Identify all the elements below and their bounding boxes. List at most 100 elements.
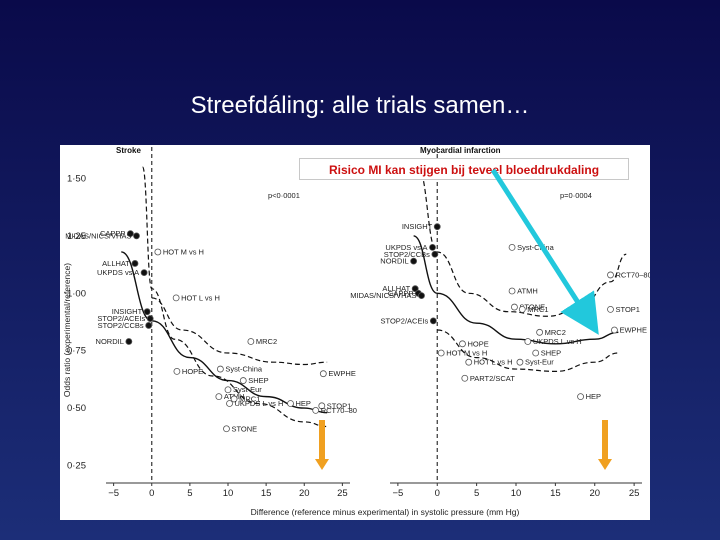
point-label: SHEP [541,349,561,358]
data-point [418,292,425,299]
point-label: MRC1 [527,305,548,314]
point-label: EWPHE [619,326,647,335]
y-tick-label: 0·25 [67,461,86,472]
point-label: UKPDS vs A [97,268,139,277]
y-axis-label: Odds ratio (experimental/reference) [62,263,72,397]
data-point [224,386,232,394]
point-label: MRC2 [545,328,566,337]
point-label: HOT L vs H [181,293,220,302]
data-point [223,425,230,433]
slide-title: Streefdáling: alle trials samen… [190,92,530,119]
point-label: Syst-China [517,243,555,252]
y-tick-label: 0·75 [67,346,86,357]
x-tick-label: −5 [108,488,119,499]
point-label: MRC1 [239,394,260,403]
data-point [437,349,445,357]
point-label: UKPDS vs A [385,243,427,252]
y-tick-label: 0·50 [67,403,86,414]
data-point [312,407,320,414]
data-point [536,328,544,336]
data-point [173,367,181,375]
data-point [429,317,437,325]
x-tick-label: 5 [474,488,479,499]
point-label: Syst-Eur [525,358,554,367]
confidence-band-lower [151,297,328,366]
point-label: SHEP [248,376,268,385]
point-label: HOPE [467,339,488,348]
data-point [154,248,162,256]
point-label: STOP1 [616,305,640,314]
data-point [318,402,326,410]
data-point [431,250,439,258]
data-point [172,294,180,302]
data-point [287,400,294,407]
data-point [516,358,524,366]
point-label: STONE [231,424,257,433]
point-label: HOT L vs H [474,358,513,367]
point-label: UKPDS L vs H [533,337,582,346]
point-label: HOPE [182,367,203,376]
data-point [532,349,540,357]
figure-chart: Odds ratio (experimental/reference) Diff… [62,146,650,517]
confidence-band-lower [437,329,619,372]
data-point [239,377,247,384]
point-label: RCT70–80 [616,270,651,279]
point-label: ALLHAT [382,284,410,293]
figure-panel: Odds ratio (experimental/reference) Diff… [60,145,650,520]
data-point [508,243,516,251]
point-label: HOT M vs H [163,247,204,256]
x-tick-label: 5 [187,488,192,499]
data-point [524,338,532,345]
data-point [461,374,469,382]
x-tick-label: 0 [149,488,154,499]
x-tick-label: 15 [550,488,561,499]
data-point [125,338,133,345]
x-tick-label: 25 [629,488,640,499]
x-tick-label: 20 [299,488,310,499]
data-point [508,287,516,295]
point-label: Syst-China [225,365,263,374]
point-label: STOP2/ACEIs [381,316,429,325]
data-point [459,340,466,348]
data-point [511,303,518,311]
data-point [131,260,139,267]
y-tick-label: 1·50 [67,173,86,184]
data-point [411,285,419,293]
point-label: HOT M vs H [446,349,487,358]
y-tick-label: 1·00 [67,288,86,299]
data-point [607,271,614,279]
point-label: CAPPP [100,229,125,238]
data-point [140,269,148,277]
x-tick-label: 25 [337,488,348,499]
point-label: INSIGHT [112,307,143,316]
data-point [215,393,223,401]
data-point [607,305,614,313]
mi-panel: Myocardial infarction p=0·0004 −5 0 5 10 15 20 2… [350,146,650,499]
point-label: ATMH [517,287,538,296]
point-label: Syst-Eur [233,385,262,394]
stroke-panel: Stroke p<0·0001 −5 0 5 10 15 20 25 0·25 0·50 0·75 1·… [65,146,357,499]
x-tick-label: −5 [392,488,403,499]
x-axis-label: Difference (reference minus experimental… [251,507,520,517]
point-label: CAPPP [388,289,413,298]
point-label: HEP [586,392,601,401]
point-label: UKPDS L vs H [235,399,284,408]
point-label: MRC2 [256,337,277,346]
point-label: EWPHE [328,369,356,378]
data-point [611,326,618,334]
point-label: INSIGHT [402,222,433,231]
point-label: NORDIL [96,337,124,346]
data-point [247,338,255,345]
y-tick-label: 1·25 [67,231,86,242]
data-point [577,393,584,401]
x-tick-label: 0 [435,488,440,499]
data-point [226,400,233,407]
confidence-band-upper [142,166,328,428]
data-point [319,370,327,378]
point-label: STOP1 [327,401,351,410]
point-label: ALLHAT [102,259,130,268]
panel-title: Stroke [116,146,141,155]
data-point [143,308,151,316]
x-tick-label: 10 [511,488,522,499]
